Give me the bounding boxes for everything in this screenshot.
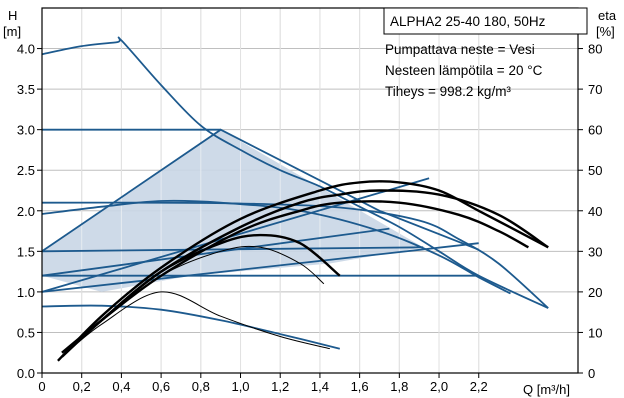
y-left-tick-label: 2.5 [17, 163, 35, 178]
efficiency-curve [61, 291, 331, 358]
y-left-tick-label: 1.5 [17, 244, 35, 259]
shaded-operating-area [42, 129, 424, 292]
title-box [383, 7, 588, 35]
y-left-tick-label: 2.0 [17, 204, 35, 219]
y-right-tick-label: 60 [588, 123, 602, 138]
x-tick-label: 2,2 [470, 379, 488, 394]
y-axis-right-label-line1: eta [598, 8, 617, 23]
y-right-tick-label: 50 [588, 163, 602, 178]
y-right-tick-label: 40 [588, 204, 602, 219]
plot-border [41, 7, 579, 374]
x-tick-label: 2,0 [430, 379, 448, 394]
y-left-tick-label: 1.0 [17, 285, 35, 300]
y-right-tick-label: 30 [588, 244, 602, 259]
head-curve [41, 227, 390, 277]
x-tick-label: 0,8 [192, 379, 210, 394]
plot-frame [41, 7, 579, 374]
head-curve [41, 36, 549, 309]
x-tick-label: 0,4 [112, 379, 130, 394]
head-curve [41, 177, 430, 293]
y-left-tick-label: 0.5 [17, 325, 35, 340]
y-axis-left-ticks: 0.0 0.5 1.0 1.5 2.0 2.5 3.0 3.5 4.0 [17, 42, 42, 381]
y-right-tick-label: 70 [588, 82, 602, 97]
y-axis-left-label-line2: [m] [3, 24, 21, 39]
chart-title: ALPHA2 25-40 180, 50Hz [390, 14, 546, 29]
x-tick-label: 1,6 [351, 379, 369, 394]
y-left-tick-label: 3.0 [17, 123, 35, 138]
x-tick-label: 1,0 [231, 379, 249, 394]
info-line: Pumpattava neste = Vesi [385, 42, 535, 57]
y-left-tick-label: 4.0 [17, 42, 35, 57]
y-right-tick-label: 10 [588, 325, 602, 340]
efficiency-curves [57, 180, 549, 362]
x-tick-label: 0,2 [73, 379, 91, 394]
y-right-tick-label: 0 [588, 366, 595, 381]
head-curve [41, 242, 479, 293]
info-line: Tiheys = 998.2 kg/m³ [385, 84, 511, 99]
x-tick-label: 1,2 [271, 379, 289, 394]
head-curve [41, 304, 341, 350]
x-axis-ticks: 0 0,2 0,4 0,6 0,8 1,0 1,2 1,4 1,6 1,8 2,0 2,2 [38, 373, 488, 394]
x-tick-label: 1,4 [311, 379, 329, 394]
y-axis-right-label-line2: [%] [596, 24, 615, 39]
efficiency-curve [65, 245, 325, 354]
x-tick-label: 0,6 [152, 379, 170, 394]
head-curve [41, 201, 549, 309]
y-right-tick-label: 80 [588, 42, 602, 57]
operating-area [42, 8, 480, 373]
y-right-tick-label: 20 [588, 285, 602, 300]
x-axis-label: Q [m³/h] [523, 382, 570, 397]
y-left-tick-label: 0.0 [17, 366, 35, 381]
y-axis-right-ticks: 0 10 20 30 40 50 60 70 80 [578, 42, 602, 381]
y-left-tick-label: 3.5 [17, 82, 35, 97]
x-tick-label: 0 [38, 379, 45, 394]
y-axis-left-label-line1: H [8, 8, 17, 23]
head-curve [41, 128, 480, 253]
info-line: Nesteen lämpötila = 20 °C [385, 63, 543, 78]
x-tick-label: 1,8 [390, 379, 408, 394]
